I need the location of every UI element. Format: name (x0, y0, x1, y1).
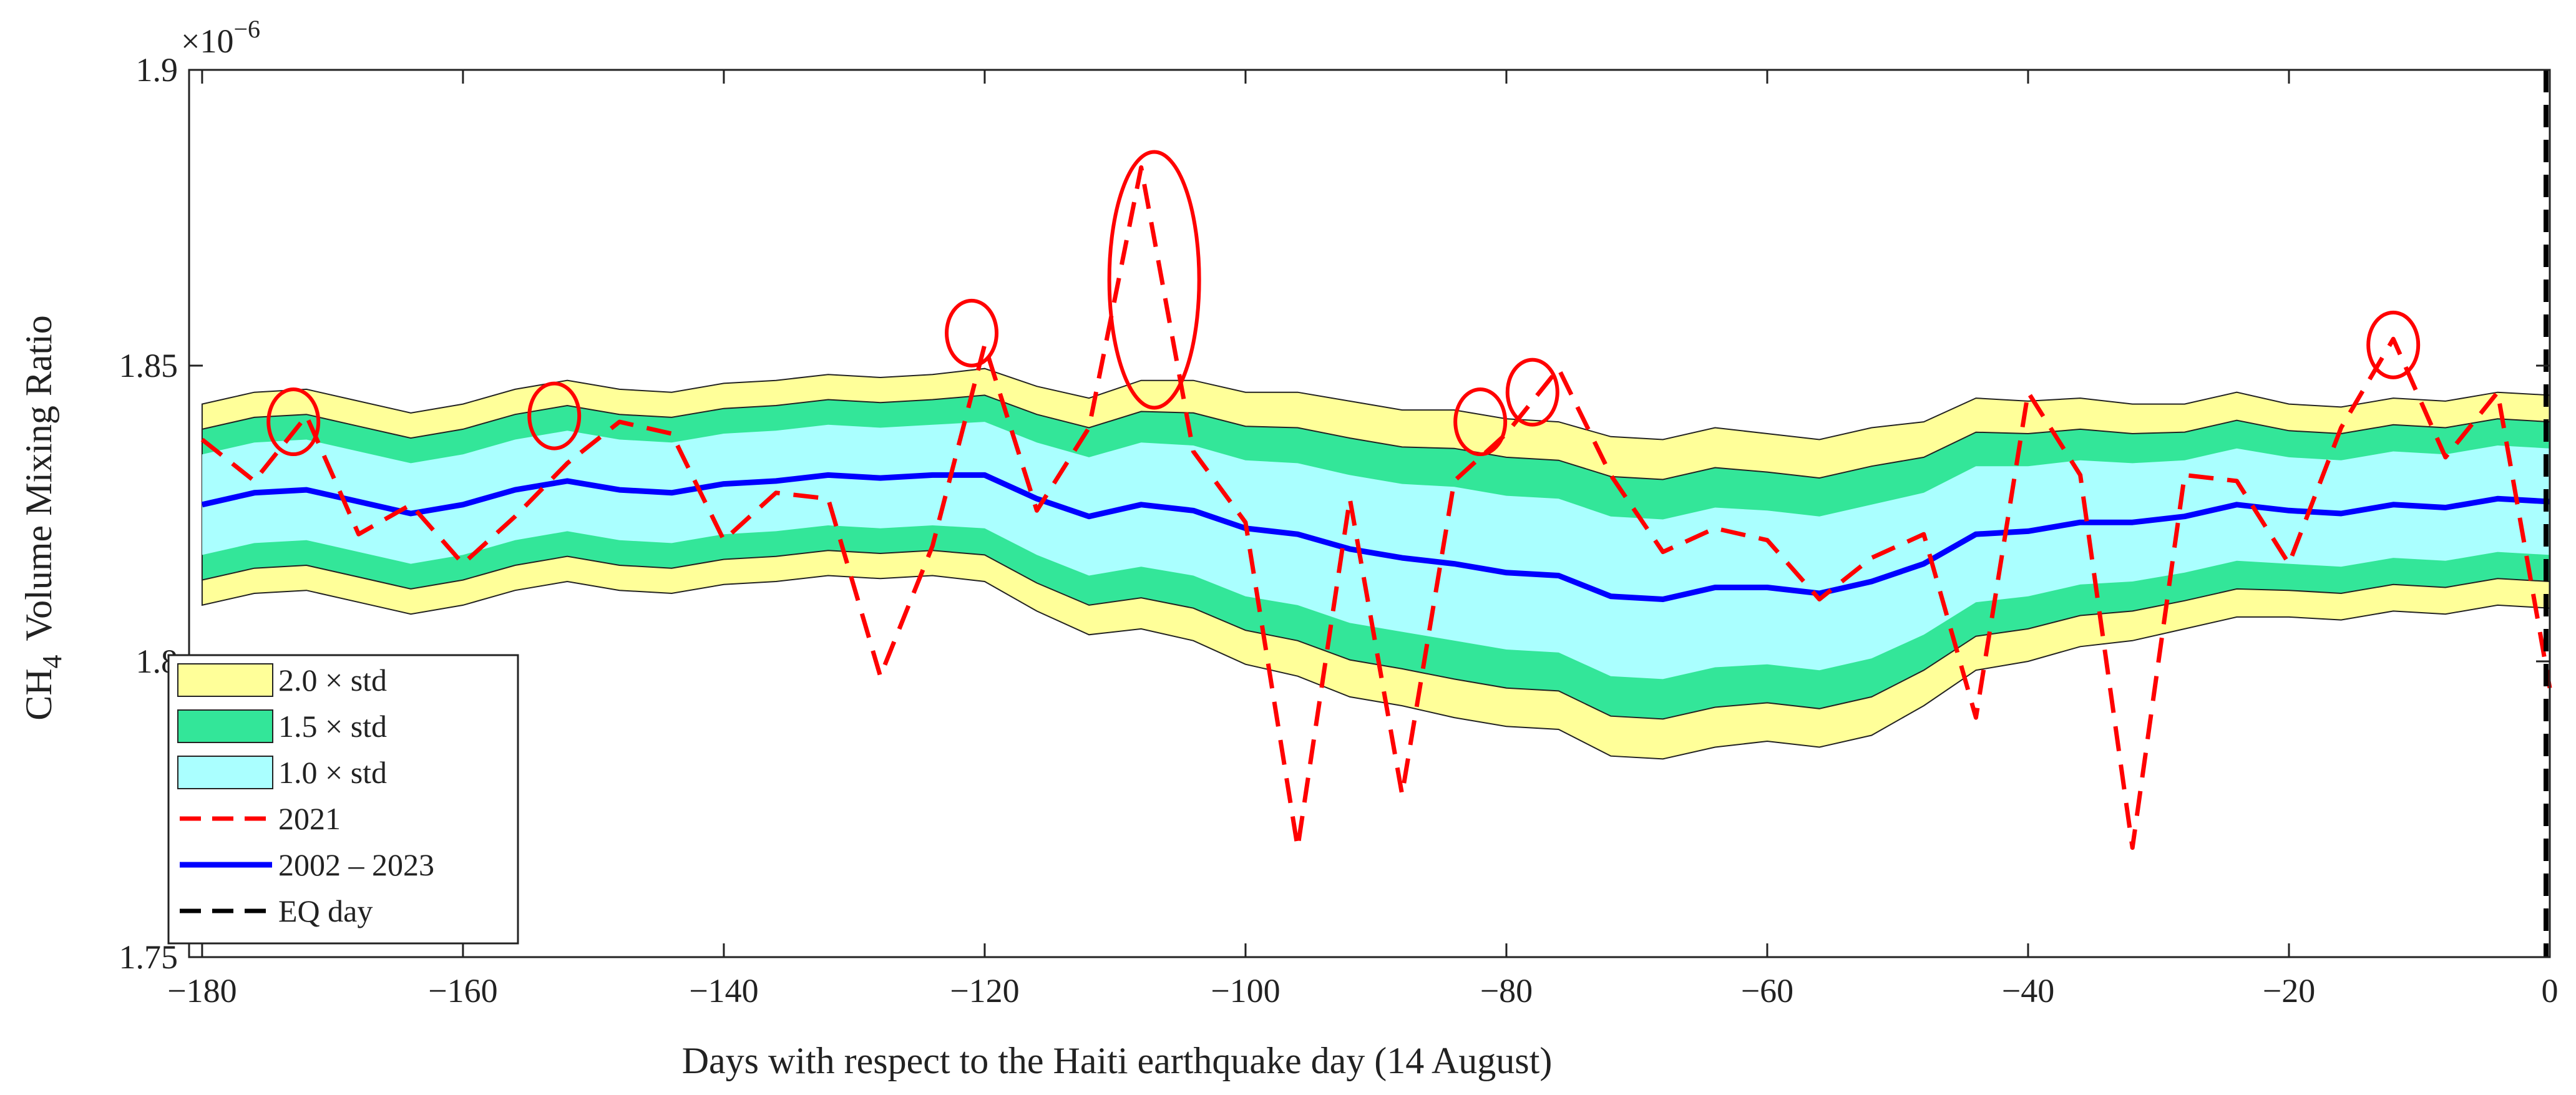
legend-label: 1.5 × std (278, 709, 387, 744)
legend-label: 1.0 × std (278, 755, 387, 790)
legend-box (167, 654, 519, 945)
series-line-2021 (200, 165, 2552, 850)
y-tick-label: 1.85 (119, 347, 178, 384)
highlight-circle (266, 387, 321, 457)
highlight-circles (266, 150, 2421, 457)
legend-swatch (177, 663, 273, 697)
legend-item: 2021 (180, 801, 341, 836)
highlight-circle (945, 298, 999, 367)
y-tick-label: 1.9 (136, 51, 178, 89)
y-axis-label: CH4Volume Mixing Ratio (18, 315, 67, 721)
legend-swatch (177, 709, 273, 743)
highlight-circle (1107, 150, 1201, 410)
highlight-circle (1453, 387, 1508, 457)
plot-area (200, 70, 2552, 957)
plot-frame (188, 69, 2551, 958)
legend-swatch (177, 756, 273, 789)
legend-item: 2002 – 2023 (180, 847, 434, 882)
legend: 2.0 × std 1.5 × std 1.0 × std 2021 2002 – 20… (167, 654, 519, 945)
x-tick-label: −180 (167, 972, 237, 1010)
x-tick-label: −100 (1211, 972, 1280, 1010)
x-tick-label: −60 (1741, 972, 1793, 1010)
legend-item: 2.0 × std (177, 663, 387, 698)
legend-item: EQ day (180, 893, 373, 928)
x-tick-label: 0 (2542, 972, 2559, 1010)
legend-label: 2021 (278, 801, 341, 836)
highlight-circle (2366, 310, 2421, 379)
legend-label: 2002 – 2023 (278, 847, 434, 882)
highlight-circle (1505, 358, 1559, 427)
legend-label: 2.0 × std (278, 663, 387, 698)
series-line-2002-2023 (201, 472, 2550, 602)
x-tick-label: −160 (428, 972, 497, 1010)
x-tick-label: −140 (689, 972, 758, 1010)
x-tick-label: −120 (950, 972, 1019, 1010)
y-tick-label: 1.75 (119, 938, 178, 976)
y-axis-multiplier: ×10−6 (181, 15, 260, 60)
x-axis-label: Days with respect to the Haiti earthquak… (682, 1040, 1553, 1081)
legend-item: 1.0 × std (177, 755, 387, 790)
legend-item: 1.5 × std (177, 709, 387, 744)
axis-ticks: −180 −160 −140 −120 −100 −80 −60 −40 −20 0 1.75 1.8… (119, 51, 2559, 1010)
x-tick-label: −40 (2002, 972, 2054, 1010)
x-tick-label: −80 (1480, 972, 1533, 1010)
band-1-std (202, 422, 2550, 679)
legend-label: EQ day (278, 893, 373, 928)
x-tick-label: −20 (2263, 972, 2315, 1010)
highlight-circle (527, 381, 582, 450)
